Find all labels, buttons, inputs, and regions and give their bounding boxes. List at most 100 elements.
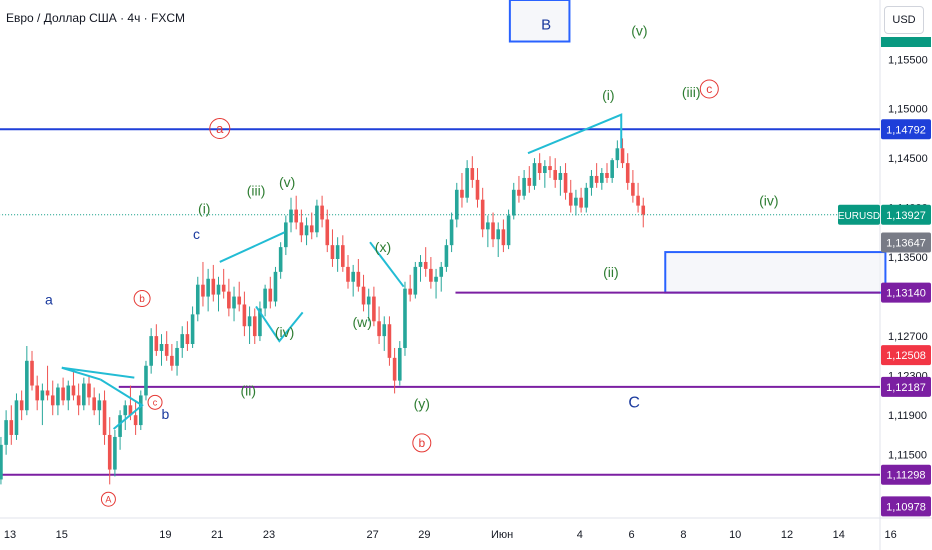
candle	[563, 163, 568, 200]
candle-body	[258, 308, 262, 337]
candle-body	[170, 355, 174, 366]
wave-label: (x)	[375, 239, 391, 255]
candle-body	[413, 266, 418, 295]
candle-body	[232, 296, 236, 309]
candle-body	[294, 209, 298, 223]
candle-body	[9, 420, 14, 435]
candle-body	[543, 166, 547, 173]
candle	[625, 153, 630, 190]
candle-body	[216, 284, 221, 295]
candle	[159, 334, 164, 366]
candle-body	[439, 266, 444, 277]
time-tick-label: 6	[629, 529, 635, 541]
candle	[465, 160, 469, 203]
candle	[30, 350, 34, 391]
candle	[568, 179, 573, 213]
price-tag-label: 1,10978	[886, 501, 926, 513]
candle-body	[201, 284, 205, 297]
candle	[195, 276, 200, 322]
candle	[4, 410, 8, 455]
candle	[372, 286, 376, 327]
candle-body	[548, 166, 552, 171]
candle-body	[35, 385, 39, 401]
candle-body	[71, 385, 76, 396]
candle	[615, 140, 620, 169]
candle-body	[594, 175, 599, 183]
label-text: b	[418, 436, 425, 450]
price-tag-bg	[881, 496, 931, 517]
price-tag-bg	[881, 464, 931, 485]
target-box-1	[664, 251, 887, 294]
candle-body	[449, 219, 454, 246]
currency-button[interactable]: USD	[884, 6, 924, 34]
candle	[351, 264, 355, 297]
candle	[180, 326, 185, 358]
candle	[56, 383, 60, 416]
candle	[61, 377, 65, 406]
wave-label: b	[162, 406, 170, 422]
candle-body	[138, 395, 143, 426]
candle-body	[615, 148, 620, 161]
candle	[397, 341, 402, 386]
candle	[574, 189, 578, 216]
candle	[227, 278, 231, 317]
candle	[304, 217, 309, 246]
candle-body	[154, 336, 159, 351]
candle	[299, 209, 304, 243]
candle	[543, 160, 547, 188]
candle-body	[537, 163, 542, 173]
candle-body	[506, 215, 511, 246]
price-tag-bg	[881, 282, 931, 303]
candle-body	[309, 225, 314, 233]
candle-body	[605, 172, 609, 178]
candle	[87, 375, 91, 406]
candle-body	[278, 247, 283, 272]
label-text: a	[216, 121, 224, 136]
time-tick-label: 21	[211, 529, 223, 541]
candle-body	[486, 222, 490, 230]
candle	[506, 209, 511, 250]
label-text: c	[706, 82, 712, 96]
candle-body	[610, 160, 614, 178]
candle	[190, 306, 195, 348]
time-tick-label: 12	[781, 529, 793, 541]
candle-body	[299, 222, 304, 236]
wave-label: c	[193, 226, 200, 242]
candle-body	[61, 387, 65, 401]
candle-body	[465, 168, 469, 198]
candle-body	[149, 336, 153, 366]
symbol-tag-label: EURUSD	[838, 211, 880, 222]
candle	[454, 182, 459, 228]
candle	[221, 268, 226, 299]
candle	[325, 209, 330, 253]
wave-label: a	[45, 291, 53, 307]
circled-wave-label: A	[100, 491, 116, 507]
circled-wave-label: a	[209, 118, 231, 140]
time-axis: 13151921232729Июн468101214161820222426	[4, 529, 897, 541]
candle-body	[289, 209, 293, 223]
candle-body	[631, 182, 635, 196]
time-tick-label: 14	[833, 529, 845, 541]
candle-body	[366, 296, 371, 305]
candle	[522, 170, 526, 200]
candle	[434, 268, 438, 299]
time-tick-label: 10	[729, 529, 741, 541]
candle-body	[164, 344, 169, 356]
candle	[82, 377, 86, 411]
candle-body	[87, 383, 91, 398]
candle	[600, 168, 604, 190]
candle-body	[620, 148, 625, 164]
candle	[361, 274, 366, 312]
candle	[144, 360, 148, 401]
trendline-1	[100, 378, 144, 430]
price-tag-label: 1,11298	[887, 470, 926, 482]
candle-layer	[0, 138, 646, 485]
candle-body	[118, 415, 122, 437]
candle-body	[434, 276, 438, 282]
candle-body	[361, 286, 366, 305]
time-tick-label: 13	[4, 529, 16, 541]
label-circle	[412, 433, 432, 453]
wave-label: (v)	[279, 174, 295, 190]
price-tick-label: 1,15500	[888, 54, 928, 66]
